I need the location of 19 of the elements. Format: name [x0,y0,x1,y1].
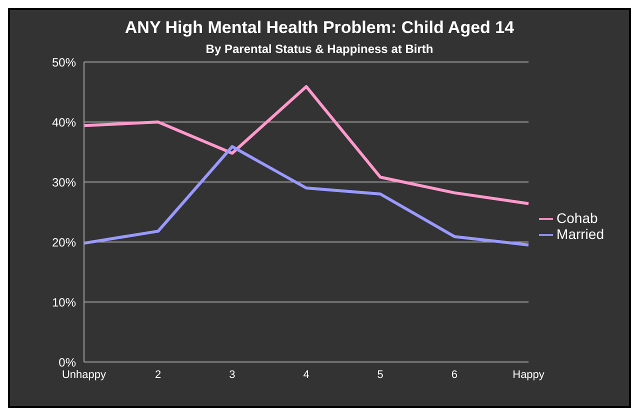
y-tick-label: 0% [58,355,76,370]
y-tick-label: 40% [52,115,76,130]
y-tick-label: 10% [52,295,76,310]
chart-title: ANY High Mental Health Problem: Child Aged 14 [124,17,516,38]
line-series [82,85,530,206]
legend-label: Cohab [556,210,598,226]
x-tick-label: Unhappy [62,368,107,381]
legend-label: Married [556,226,604,242]
x-tick-label: 6 [451,368,458,381]
x-tick-label: 4 [303,368,310,381]
chart-subtitle: By Parental Status & Happiness at Birth [204,41,434,56]
line-series [82,145,530,246]
y-tick-label: 20% [52,235,76,250]
y-tick-label: 50% [52,55,76,70]
x-tick-label: 3 [229,368,236,381]
x-tick-label: 5 [377,368,384,381]
x-tick-label: 2 [155,368,162,381]
y-tick-label: 30% [52,175,76,190]
x-tick-label: Happy [512,368,545,381]
